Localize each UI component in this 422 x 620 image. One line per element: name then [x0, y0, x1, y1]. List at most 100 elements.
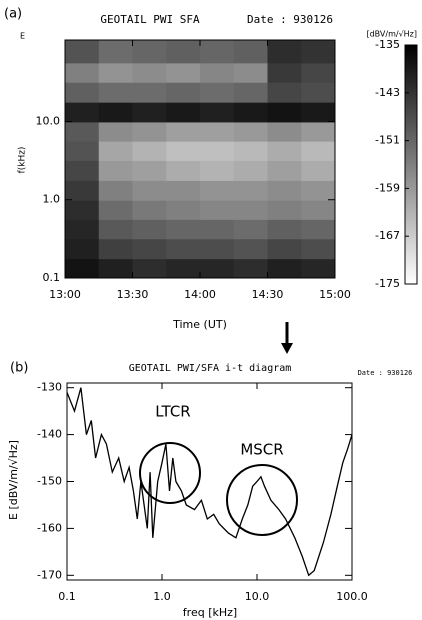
heatmap-cell — [301, 258, 336, 279]
heatmap-cell — [98, 62, 133, 83]
panel-label: (b) — [10, 361, 28, 376]
y-tick-label: 0.1 — [43, 271, 61, 284]
heatmap-cell — [132, 82, 167, 103]
y-axis-label: f(kHz) — [18, 147, 28, 174]
plot-frame — [64, 39, 336, 279]
heatmap-cell — [200, 121, 235, 142]
heatmap-cell — [200, 219, 235, 240]
heatmap-cell — [98, 219, 133, 240]
heatmap-cell — [65, 238, 100, 260]
heatmap-cell — [132, 160, 167, 181]
heatmap-cell — [65, 258, 100, 279]
heatmap-cell — [267, 62, 302, 83]
colorbar-label: [dBV/m/√Hz] — [366, 30, 417, 39]
heatmap-cell — [65, 160, 100, 181]
heatmap-cell — [166, 102, 201, 123]
heatmap-cell — [267, 141, 302, 161]
heatmap-cell — [267, 82, 302, 103]
heatmap-cell — [65, 180, 100, 201]
annotation: MSCR — [240, 441, 283, 459]
x-tick-label: 14:30 — [252, 288, 284, 301]
plot-frame — [66, 382, 353, 581]
heatmap-cell — [301, 160, 336, 181]
y-axis-label: E [dBV/m/√Hz] — [7, 440, 20, 520]
heatmap-cell — [233, 200, 268, 220]
heatmap-cell — [200, 160, 235, 181]
heatmap-cell — [301, 62, 336, 83]
y-tick-label: -160 — [37, 521, 62, 534]
heatmap-cell — [132, 219, 167, 240]
y-tick-label: -130 — [37, 381, 62, 394]
heatmap-cell — [65, 102, 100, 123]
heatmap-cell — [233, 160, 268, 181]
heatmap-cell — [65, 200, 100, 220]
colorbar-tick-label: -175 — [375, 277, 400, 290]
x-tick-label: 0.1 — [58, 590, 76, 603]
chart-title: GEOTAIL PWI/SFA i-t diagram — [129, 363, 292, 374]
y-tick-label: -170 — [37, 568, 62, 581]
heatmap-cell — [166, 82, 201, 103]
y-tick-label: 10.0 — [36, 114, 61, 127]
x-tick-label: 15:00 — [319, 288, 351, 301]
heatmap-cell — [233, 40, 268, 64]
heatmap-cell — [166, 238, 201, 260]
heatmap-cell — [233, 62, 268, 83]
heatmap-cell — [267, 219, 302, 240]
heatmap-cell — [132, 40, 167, 64]
heatmap-cell — [166, 121, 201, 142]
heatmap-cell — [65, 121, 100, 142]
heatmap-cell — [132, 121, 167, 142]
heatmap-cell — [132, 238, 167, 260]
heatmap-cell — [166, 219, 201, 240]
heatmap-cell — [301, 102, 336, 123]
colorbar-tick-label: -167 — [375, 229, 400, 242]
heatmap-cell — [267, 160, 302, 181]
heatmap-cell — [267, 40, 302, 64]
colorbar-tick-label: -159 — [375, 181, 400, 194]
heatmap-cell — [301, 180, 336, 201]
heatmap-cell — [200, 102, 235, 123]
heatmap-cell — [132, 200, 167, 220]
heatmap-cell — [233, 258, 268, 279]
annotation: LTCR — [155, 403, 190, 421]
mscr-circle — [226, 464, 298, 536]
ltcr-circle — [139, 442, 201, 504]
heatmap-cell — [166, 258, 201, 279]
heatmap-cell — [98, 200, 133, 220]
x-axis-label: Time (UT) — [172, 318, 227, 331]
heatmap-cell — [267, 200, 302, 220]
arrow-head — [281, 343, 293, 354]
corner-label: E — [20, 32, 25, 41]
heatmap-cell — [98, 160, 133, 181]
x-axis-label: freq [kHz] — [183, 606, 237, 619]
heatmap-cell — [301, 200, 336, 220]
heatmap-cell — [132, 62, 167, 83]
heatmap-cell — [98, 180, 133, 201]
x-tick-label: 1.0 — [153, 590, 171, 603]
heatmap-cell — [166, 40, 201, 64]
x-tick-label: 10.0 — [245, 590, 270, 603]
heatmap-cell — [98, 102, 133, 123]
heatmap-cell — [200, 40, 235, 64]
heatmap-cell — [166, 62, 201, 83]
heatmap-cell — [132, 258, 167, 279]
heatmap-cell — [132, 141, 167, 161]
heatmap-cell — [200, 82, 235, 103]
heatmap-cell — [166, 160, 201, 181]
heatmap-cell — [166, 200, 201, 220]
heatmap-cell — [267, 102, 302, 123]
chart-date: Date : 930126 — [247, 13, 333, 26]
colorbar — [404, 44, 418, 285]
heatmap-cell — [267, 121, 302, 142]
heatmap-cell — [301, 40, 336, 64]
data-line — [67, 387, 352, 577]
heatmap-cell — [233, 141, 268, 161]
y-tick-label: 1.0 — [43, 193, 61, 206]
heatmap-cell — [65, 141, 100, 161]
heatmap-cell — [200, 180, 235, 201]
colorbar-tick-label: -135 — [375, 38, 400, 51]
heatmap-cell — [267, 180, 302, 201]
x-tick-label: 100.0 — [336, 590, 368, 603]
x-tick-label: 13:30 — [117, 288, 149, 301]
